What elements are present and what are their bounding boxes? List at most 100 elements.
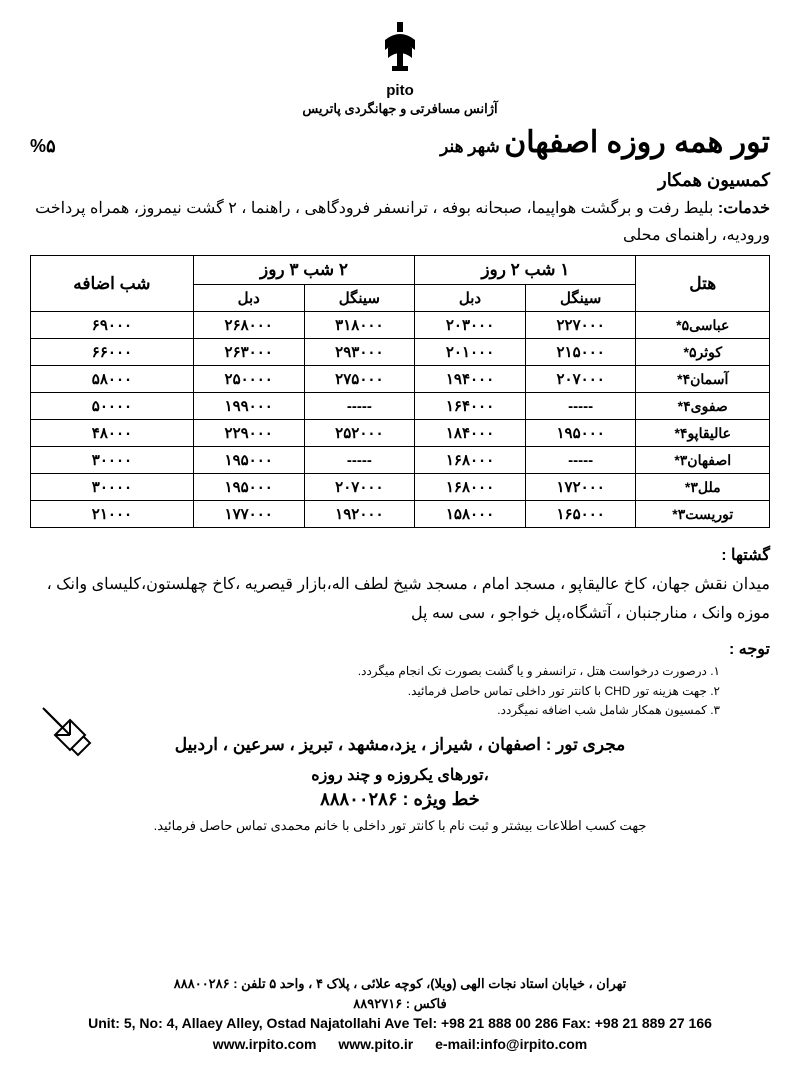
- col-d2: دبل: [193, 285, 304, 312]
- notes-block: توجه : ۱. درصورت درخواست هتل ، ترانسفر و…: [30, 637, 770, 720]
- cell-d2: ۲۲۹۰۰۰: [193, 420, 304, 447]
- col-extra: شب اضافه: [31, 256, 194, 312]
- cell-d2: ۲۶۳۰۰۰: [193, 339, 304, 366]
- cell-extra: ۲۱۰۰۰: [31, 501, 194, 528]
- col-hotel: هتل: [636, 256, 770, 312]
- services-text: بلیط رفت و برگشت هواپیما، صبحانه بوفه ، …: [35, 200, 770, 244]
- cell-s2: ۳۱۸۰۰۰: [304, 312, 415, 339]
- notes-label: توجه :: [30, 637, 770, 663]
- cell-extra: ۶۶۰۰۰: [31, 339, 194, 366]
- cell-d1: ۱۶۸۰۰۰: [415, 447, 526, 474]
- cell-s1: ۲۰۷۰۰۰: [525, 366, 636, 393]
- contact-note: جهت کسب اطلاعات بیشتر و ثبت نام با کانتر…: [30, 816, 770, 837]
- commission-label: کمسیون همکار: [30, 170, 770, 191]
- title-row: تور همه روزه اصفهان شهر هنر %۵: [30, 125, 770, 160]
- cell-d2: ۱۹۵۰۰۰: [193, 447, 304, 474]
- cell-extra: ۶۹۰۰۰: [31, 312, 194, 339]
- operator-label: مجری تور :: [546, 735, 626, 754]
- table-row: آسمان۴*۲۰۷۰۰۰۱۹۴۰۰۰۲۷۵۰۰۰۲۵۰۰۰۰۵۸۰۰۰: [31, 366, 770, 393]
- cell-d2: ۲۵۰۰۰۰: [193, 366, 304, 393]
- cell-extra: ۳۰۰۰۰: [31, 447, 194, 474]
- table-row: عالیقاپو۴*۱۹۵۰۰۰۱۸۴۰۰۰۲۵۲۰۰۰۲۲۹۰۰۰۴۸۰۰۰: [31, 420, 770, 447]
- cell-hotel: کوثر۵*: [636, 339, 770, 366]
- table-header-row-1: هتل ۱ شب ۲ روز ۲ شب ۳ روز شب اضافه: [31, 256, 770, 285]
- cell-d2: ۱۹۹۰۰۰: [193, 393, 304, 420]
- cell-d1: ۲۰۱۰۰۰: [415, 339, 526, 366]
- cell-d1: ۱۶۴۰۰۰: [415, 393, 526, 420]
- agency-name: آژانس مسافرتی و جهانگردی پاتریس: [30, 101, 770, 117]
- tour-types-line: ،تورهای یکروزه و چند روزه: [30, 765, 770, 785]
- cell-hotel: عباسی۵*: [636, 312, 770, 339]
- cell-hotel: توریست۳*: [636, 501, 770, 528]
- note-1: ۱. درصورت درخواست هتل ، ترانسفر و یا گشت…: [30, 662, 720, 681]
- cell-d1: ۱۸۴۰۰۰: [415, 420, 526, 447]
- cell-extra: ۴۸۰۰۰: [31, 420, 194, 447]
- tours-block: گشتها : میدان نقش جهان، کاخ عالیقاپو ، م…: [30, 542, 770, 628]
- cell-s1: ۲۱۵۰۰۰: [525, 339, 636, 366]
- footer: تهران ، خیابان استاد نجات الهی (ویلا)، ک…: [30, 974, 770, 1055]
- cell-hotel: اصفهان۳*: [636, 447, 770, 474]
- sub-title: شهر هنر: [440, 137, 500, 156]
- hotline: خط ویژه : ۸۸۸۰۰۲۸۶: [30, 789, 770, 810]
- table-row: ملل۳*۱۷۲۰۰۰۱۶۸۰۰۰۲۰۷۰۰۰۱۹۵۰۰۰۳۰۰۰۰: [31, 474, 770, 501]
- footer-web: www.irpito.com www.pito.ir e-mail:info@i…: [30, 1034, 770, 1055]
- col-s2: سینگل: [304, 285, 415, 312]
- table-row: توریست۳*۱۶۵۰۰۰۱۵۸۰۰۰۱۹۲۰۰۰۱۷۷۰۰۰۲۱۰۰۰: [31, 501, 770, 528]
- logo-block: pito آژانس مسافرتی و جهانگردی پاتریس: [30, 20, 770, 117]
- cell-s2: ۲۰۷۰۰۰: [304, 474, 415, 501]
- operator-text: اصفهان ، شیراز ، یزد،مشهد ، تبریز ، سرعی…: [175, 735, 541, 754]
- hotline-label: خط ویژه :: [403, 789, 480, 809]
- logo-image: [380, 20, 420, 75]
- col-pkg2: ۲ شب ۳ روز: [193, 256, 414, 285]
- cell-s2: ۲۹۳۰۰۰: [304, 339, 415, 366]
- logo-text: pito: [30, 82, 770, 99]
- cell-s1: ۱۹۵۰۰۰: [525, 420, 636, 447]
- footer-fax-fa: فاکس : ۸۸۹۲۷۱۶: [30, 994, 770, 1014]
- cell-extra: ۵۰۰۰۰: [31, 393, 194, 420]
- col-pkg1: ۱ شب ۲ روز: [415, 256, 636, 285]
- arrow-icon: [35, 700, 95, 760]
- cell-hotel: آسمان۴*: [636, 366, 770, 393]
- cell-s1: ۱۶۵۰۰۰: [525, 501, 636, 528]
- cell-hotel: صفوی۴*: [636, 393, 770, 420]
- cell-s2: ۲۷۵۰۰۰: [304, 366, 415, 393]
- note-2: ۲. جهت هزینه تور CHD با کانتر تور داخلی …: [30, 682, 720, 701]
- cell-extra: ۵۸۰۰۰: [31, 366, 194, 393]
- main-title: تور همه روزه اصفهان: [504, 126, 770, 159]
- cell-hotel: ملل۳*: [636, 474, 770, 501]
- table-row: صفوی۴*-----۱۶۴۰۰۰-----۱۹۹۰۰۰۵۰۰۰۰: [31, 393, 770, 420]
- cell-d1: ۱۹۴۰۰۰: [415, 366, 526, 393]
- footer-address-en: Unit: 5, No: 4, Allaey Alley, Ostad Naja…: [30, 1013, 770, 1034]
- cell-d2: ۱۹۵۰۰۰: [193, 474, 304, 501]
- tours-text: میدان نقش جهان، کاخ عالیقاپو ، مسجد امام…: [47, 576, 770, 622]
- commission-percent: %۵: [30, 136, 56, 157]
- cell-d2: ۲۶۸۰۰۰: [193, 312, 304, 339]
- col-s1: سینگل: [525, 285, 636, 312]
- price-table: هتل ۱ شب ۲ روز ۲ شب ۳ روز شب اضافه سینگل…: [30, 255, 770, 528]
- cell-d1: ۱۶۸۰۰۰: [415, 474, 526, 501]
- table-row: عباسی۵*۲۲۷۰۰۰۲۰۳۰۰۰۳۱۸۰۰۰۲۶۸۰۰۰۶۹۰۰۰: [31, 312, 770, 339]
- hotline-number: ۸۸۸۰۰۲۸۶: [320, 789, 397, 809]
- cell-extra: ۳۰۰۰۰: [31, 474, 194, 501]
- tours-label: گشتها :: [721, 547, 770, 564]
- footer-address-fa: تهران ، خیابان استاد نجات الهی (ویلا)، ک…: [30, 974, 770, 994]
- cell-s2: -----: [304, 393, 415, 420]
- operator-line: مجری تور : اصفهان ، شیراز ، یزد،مشهد ، ت…: [30, 730, 770, 761]
- table-row: اصفهان۳*-----۱۶۸۰۰۰-----۱۹۵۰۰۰۳۰۰۰۰: [31, 447, 770, 474]
- cell-d2: ۱۷۷۰۰۰: [193, 501, 304, 528]
- cell-s2: -----: [304, 447, 415, 474]
- services-block: خدمات: بلیط رفت و برگشت هواپیما، صبحانه …: [30, 195, 770, 249]
- services-label: خدمات:: [718, 200, 770, 217]
- cell-s1: -----: [525, 393, 636, 420]
- table-row: کوثر۵*۲۱۵۰۰۰۲۰۱۰۰۰۲۹۳۰۰۰۲۶۳۰۰۰۶۶۰۰۰: [31, 339, 770, 366]
- cell-s2: ۲۵۲۰۰۰: [304, 420, 415, 447]
- col-d1: دبل: [415, 285, 526, 312]
- cell-d1: ۲۰۳۰۰۰: [415, 312, 526, 339]
- cell-s1: ۱۷۲۰۰۰: [525, 474, 636, 501]
- note-3: ۳. کمسیون همکار شامل شب اضافه نمیگردد.: [30, 701, 720, 720]
- cell-d1: ۱۵۸۰۰۰: [415, 501, 526, 528]
- cell-s1: -----: [525, 447, 636, 474]
- cell-hotel: عالیقاپو۴*: [636, 420, 770, 447]
- cell-s2: ۱۹۲۰۰۰: [304, 501, 415, 528]
- cell-s1: ۲۲۷۰۰۰: [525, 312, 636, 339]
